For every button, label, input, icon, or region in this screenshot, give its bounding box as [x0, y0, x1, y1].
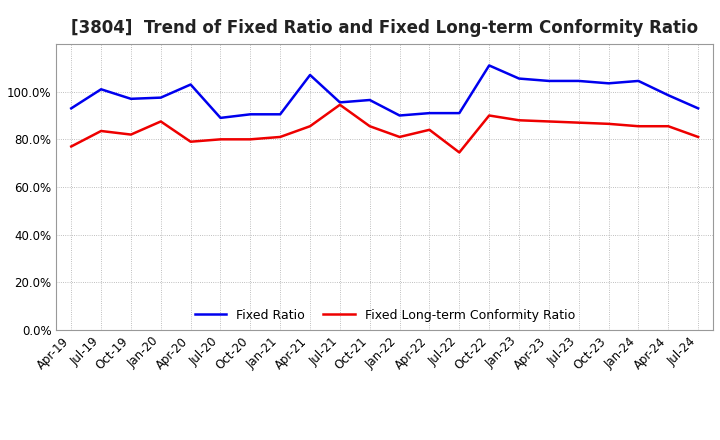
Line: Fixed Long-term Conformity Ratio: Fixed Long-term Conformity Ratio: [71, 105, 698, 152]
Fixed Long-term Conformity Ratio: [246, 137, 255, 142]
Fixed Ratio: [246, 112, 255, 117]
Fixed Long-term Conformity Ratio: [67, 144, 76, 149]
Fixed Ratio: [634, 78, 643, 84]
Fixed Ratio: [544, 78, 553, 84]
Fixed Long-term Conformity Ratio: [276, 134, 284, 139]
Fixed Long-term Conformity Ratio: [96, 128, 105, 134]
Fixed Long-term Conformity Ratio: [366, 124, 374, 129]
Fixed Ratio: [276, 112, 284, 117]
Fixed Ratio: [395, 113, 404, 118]
Fixed Long-term Conformity Ratio: [664, 124, 672, 129]
Fixed Long-term Conformity Ratio: [336, 102, 344, 107]
Fixed Long-term Conformity Ratio: [186, 139, 195, 144]
Fixed Ratio: [664, 92, 672, 98]
Fixed Long-term Conformity Ratio: [425, 127, 433, 132]
Fixed Long-term Conformity Ratio: [694, 134, 703, 139]
Fixed Ratio: [67, 106, 76, 111]
Legend: Fixed Ratio, Fixed Long-term Conformity Ratio: Fixed Ratio, Fixed Long-term Conformity …: [189, 304, 580, 326]
Fixed Long-term Conformity Ratio: [395, 134, 404, 139]
Title: [3804]  Trend of Fixed Ratio and Fixed Long-term Conformity Ratio: [3804] Trend of Fixed Ratio and Fixed Lo…: [71, 19, 698, 37]
Fixed Long-term Conformity Ratio: [634, 124, 643, 129]
Fixed Long-term Conformity Ratio: [455, 150, 464, 155]
Line: Fixed Ratio: Fixed Ratio: [71, 66, 698, 118]
Fixed Ratio: [515, 76, 523, 81]
Fixed Long-term Conformity Ratio: [515, 117, 523, 123]
Fixed Ratio: [366, 97, 374, 103]
Fixed Ratio: [96, 87, 105, 92]
Fixed Long-term Conformity Ratio: [306, 124, 315, 129]
Fixed Ratio: [485, 63, 493, 68]
Fixed Ratio: [306, 72, 315, 77]
Fixed Ratio: [694, 106, 703, 111]
Fixed Ratio: [216, 115, 225, 121]
Fixed Long-term Conformity Ratio: [485, 113, 493, 118]
Fixed Ratio: [127, 96, 135, 102]
Fixed Long-term Conformity Ratio: [544, 119, 553, 124]
Fixed Long-term Conformity Ratio: [575, 120, 583, 125]
Fixed Long-term Conformity Ratio: [604, 121, 613, 126]
Fixed Ratio: [575, 78, 583, 84]
Fixed Ratio: [425, 110, 433, 116]
Fixed Ratio: [336, 100, 344, 105]
Fixed Long-term Conformity Ratio: [216, 137, 225, 142]
Fixed Ratio: [604, 81, 613, 86]
Fixed Ratio: [455, 110, 464, 116]
Fixed Long-term Conformity Ratio: [127, 132, 135, 137]
Fixed Ratio: [156, 95, 165, 100]
Fixed Long-term Conformity Ratio: [156, 119, 165, 124]
Fixed Ratio: [186, 82, 195, 87]
